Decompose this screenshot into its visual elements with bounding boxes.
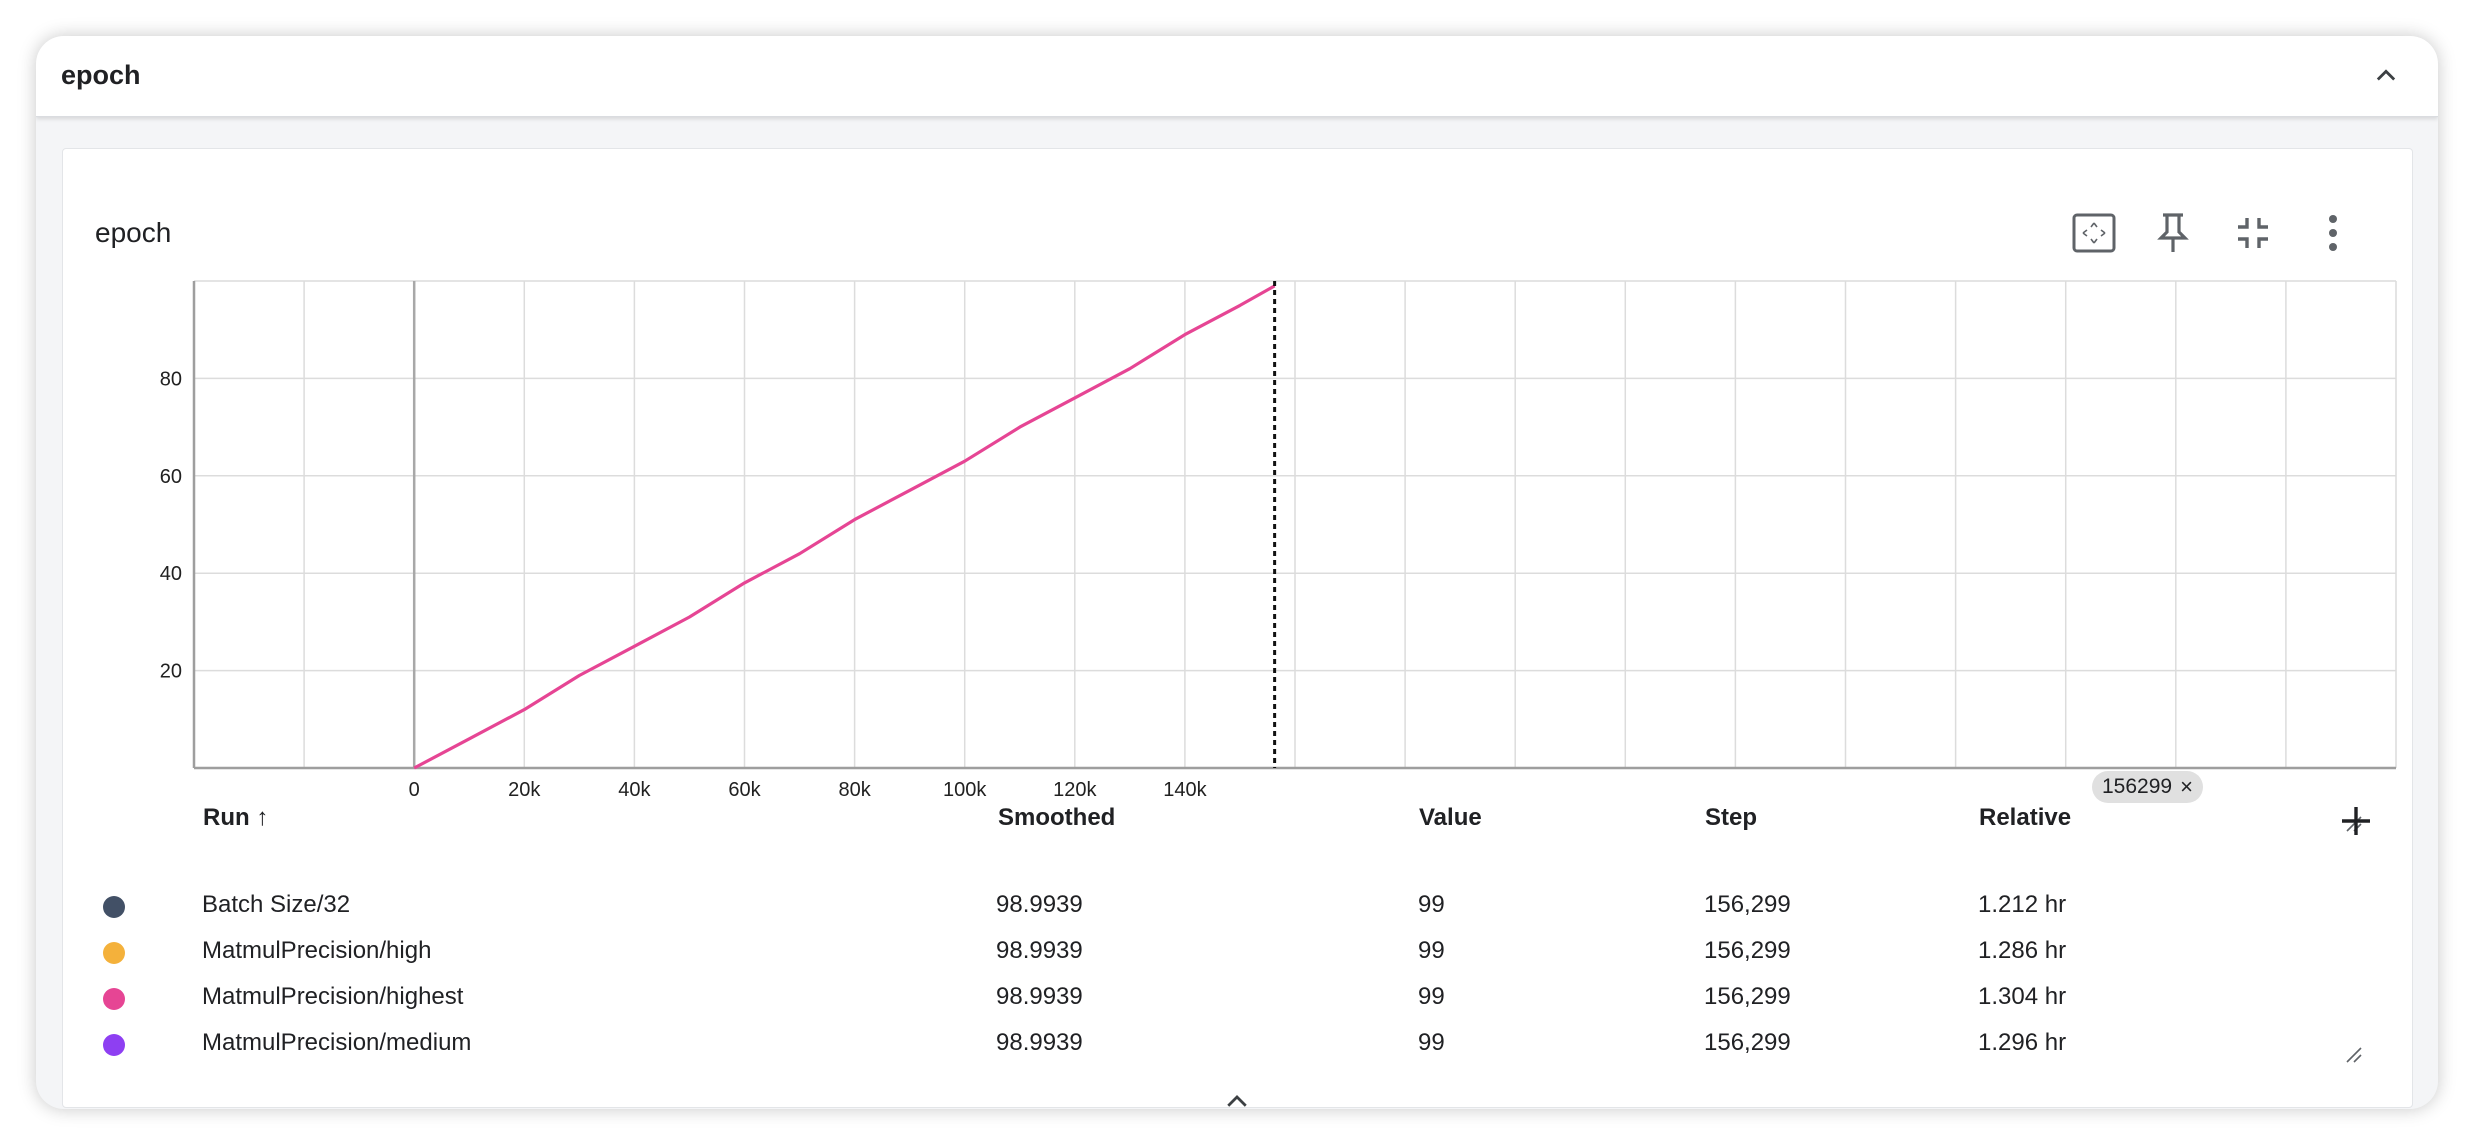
column-header-value[interactable]: Value xyxy=(1419,804,1482,831)
card-title: epoch xyxy=(95,217,172,248)
minimize-button[interactable] xyxy=(2227,207,2279,259)
x-tick-label: 0 xyxy=(409,779,420,801)
value: 99 xyxy=(1418,937,1445,964)
group-title: epoch xyxy=(61,60,141,90)
value: 99 xyxy=(1418,1029,1445,1056)
scalar-card: epoch 0 20k 40k 6 xyxy=(62,148,2413,1108)
chevron-up-icon xyxy=(2376,69,2396,81)
run-name: MatmulPrecision/high xyxy=(202,937,432,964)
step-cursor-label: 156299 xyxy=(2102,775,2173,798)
table-row: Batch Size/32 98.9939 99 156,299 1.212 h… xyxy=(63,883,2412,929)
column-header-smoothed[interactable]: Smoothed xyxy=(998,804,1116,831)
value: 99 xyxy=(1418,983,1445,1010)
x-tick-label: 60k xyxy=(728,779,761,801)
y-tick-label: 20 xyxy=(160,661,182,683)
run-color-dot xyxy=(103,896,125,918)
x-tick-label: 120k xyxy=(1053,779,1097,801)
relative-time: 1.286 hr xyxy=(1978,937,2067,964)
plus-icon xyxy=(2342,807,2370,835)
x-tick-label: 80k xyxy=(838,779,871,801)
smoothed-value: 98.9939 xyxy=(996,983,1083,1010)
run-name: Batch Size/32 xyxy=(202,891,351,918)
column-header-step[interactable]: Step xyxy=(1705,804,1758,831)
step: 156,299 xyxy=(1704,1029,1791,1056)
close-icon[interactable]: × xyxy=(2180,774,2193,799)
expand-table-button[interactable] xyxy=(1217,1082,1257,1109)
more-vert-icon xyxy=(2329,215,2337,251)
smoothed-value: 98.9939 xyxy=(996,891,1083,918)
pin-button[interactable] xyxy=(2147,207,2199,259)
line-chart[interactable]: 0 20k 40k 60k 80k 100k 120k 140k 20 40 60 80 xyxy=(63,149,2412,809)
x-tick-label: 20k xyxy=(508,779,541,801)
relative-time: 1.296 hr xyxy=(1978,1029,2067,1056)
card-group-epoch: epoch epoch xyxy=(36,36,2438,1109)
collapse-fullscreen-icon xyxy=(2238,218,2268,248)
smoothed-value: 98.9939 xyxy=(996,937,1083,964)
collapse-group-button[interactable] xyxy=(2368,58,2404,94)
chart-series xyxy=(413,284,1276,770)
x-tick-label: 40k xyxy=(618,779,651,801)
x-tick-label: 100k xyxy=(943,779,987,801)
relative-time: 1.212 hr xyxy=(1978,891,2067,918)
add-column-button[interactable] xyxy=(2334,799,2378,843)
run-color-dot xyxy=(103,1034,125,1056)
run-color-dot xyxy=(103,942,125,964)
group-header: epoch xyxy=(36,36,2438,117)
table-row: MatmulPrecision/highest 98.9939 99 156,2… xyxy=(63,975,2412,1021)
smoothed-value: 98.9939 xyxy=(996,1029,1083,1056)
table-row: MatmulPrecision/medium 98.9939 99 156,29… xyxy=(63,1021,2412,1067)
x-tick-label: 140k xyxy=(1163,779,1207,801)
fit-domain-button[interactable] xyxy=(2068,207,2120,259)
chart-tick-labels: 0 20k 40k 60k 80k 100k 120k 140k 20 40 60 80 xyxy=(160,368,1208,801)
y-tick-label: 80 xyxy=(160,368,182,390)
fit-to-domain-icon xyxy=(2072,213,2116,253)
step: 156,299 xyxy=(1704,891,1791,918)
run-name: MatmulPrecision/highest xyxy=(202,983,464,1010)
value: 99 xyxy=(1418,891,1445,918)
relative-time: 1.304 hr xyxy=(1978,983,2067,1010)
column-header-relative[interactable]: Relative xyxy=(1979,804,2072,831)
step: 156,299 xyxy=(1704,983,1791,1010)
table-row: MatmulPrecision/high 98.9939 99 156,299 … xyxy=(63,929,2412,975)
resize-handle-icon[interactable] xyxy=(2343,1044,2363,1064)
chart-axes xyxy=(192,281,2396,770)
step-cursor-badge: 156299 × xyxy=(2092,771,2203,803)
series-line[interactable] xyxy=(413,284,1276,770)
y-tick-label: 40 xyxy=(160,563,182,585)
column-header-run[interactable]: Run ↑ xyxy=(203,804,269,831)
chevron-up-icon xyxy=(1227,1095,1247,1107)
run-name: MatmulPrecision/medium xyxy=(202,1029,472,1056)
more-options-button[interactable] xyxy=(2307,207,2359,259)
y-tick-label: 60 xyxy=(160,466,182,488)
step: 156,299 xyxy=(1704,937,1791,964)
pin-icon xyxy=(2157,213,2189,252)
run-color-dot xyxy=(103,988,125,1010)
chart-grid xyxy=(194,280,2397,768)
